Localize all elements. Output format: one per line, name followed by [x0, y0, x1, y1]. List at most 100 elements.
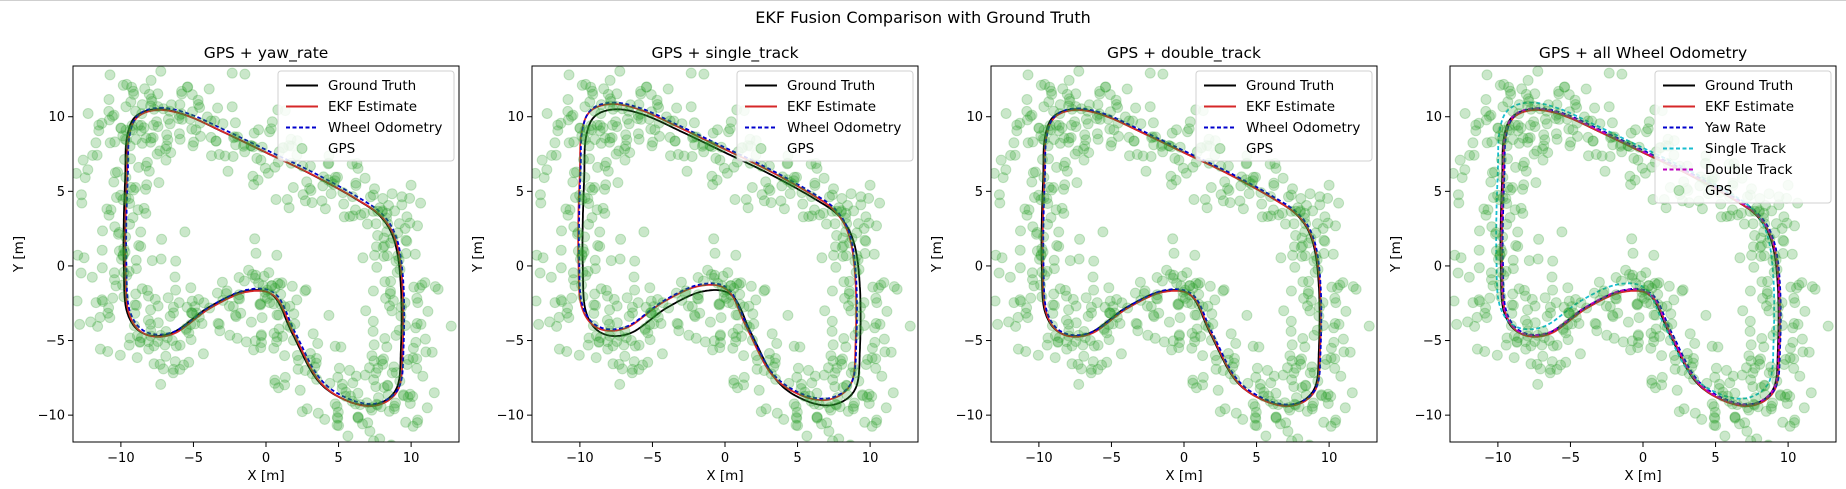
gps-point	[588, 299, 600, 311]
gps-point	[90, 137, 102, 149]
gps-point	[1525, 340, 1537, 352]
gps-point	[169, 356, 181, 368]
gps-point	[1027, 274, 1038, 286]
gps-point	[224, 329, 236, 341]
gps-point	[117, 194, 129, 206]
gps-point	[213, 318, 225, 330]
gps-point	[571, 166, 582, 178]
gps-point	[1491, 349, 1503, 361]
gps-point	[563, 312, 575, 324]
gps-point	[1529, 121, 1541, 133]
gps-point	[1745, 435, 1757, 442]
gps-point	[1796, 277, 1808, 289]
gps-point	[370, 367, 382, 379]
gps-point	[1488, 192, 1499, 203]
gps-point	[1570, 294, 1582, 305]
gps-point	[1724, 377, 1736, 389]
gps-point	[1747, 367, 1759, 379]
gps-point	[1642, 123, 1654, 135]
gps-point	[376, 205, 388, 217]
gps-point	[335, 341, 347, 353]
gps-point	[1536, 339, 1548, 351]
gps-point	[614, 378, 626, 390]
gps-point	[352, 411, 364, 423]
gps-point	[1283, 402, 1295, 414]
gps-point	[840, 226, 852, 238]
gps-point	[374, 202, 386, 214]
gps-point	[1180, 167, 1192, 179]
gps-point	[707, 127, 719, 139]
gps-point	[429, 281, 441, 293]
gps-point	[126, 81, 138, 93]
gps-point	[1041, 193, 1053, 205]
gps-point	[1175, 280, 1187, 292]
gps-point	[1751, 433, 1763, 442]
gps-point	[532, 295, 542, 307]
gps-point	[254, 298, 266, 310]
gps-point	[643, 113, 655, 125]
gps-point	[1494, 130, 1506, 142]
plot-content	[1450, 66, 1834, 442]
gps-point	[1656, 371, 1668, 383]
gps-point	[1624, 170, 1636, 182]
gps-point	[1502, 181, 1514, 193]
gps-point	[563, 69, 575, 81]
gps-point	[273, 382, 284, 394]
gps-point	[1759, 380, 1771, 392]
gps-point	[167, 367, 179, 379]
gps-point	[1754, 241, 1766, 253]
gps-point	[1223, 185, 1235, 196]
gps-point	[620, 332, 632, 344]
gps-point	[562, 209, 574, 221]
gps-point	[1059, 156, 1071, 168]
gps-point	[86, 271, 98, 283]
gps-point	[85, 316, 97, 328]
series-line-wheel-odometry	[125, 106, 406, 405]
gps-point	[858, 297, 870, 309]
gps-point	[1709, 371, 1721, 383]
gps-point	[141, 179, 153, 191]
gps-point	[718, 291, 730, 303]
gps-point	[259, 286, 271, 298]
gps-point	[407, 420, 419, 432]
gps-point	[97, 225, 108, 237]
gps-point	[187, 106, 198, 118]
gps-point	[445, 320, 457, 332]
gps-point	[633, 339, 645, 351]
gps-point	[838, 240, 849, 252]
gps-point	[1748, 261, 1760, 273]
gps-point	[735, 277, 747, 289]
gps-point	[1571, 117, 1583, 129]
gps-point	[646, 106, 657, 118]
gps-point	[1212, 384, 1224, 396]
gps-point	[727, 342, 739, 354]
gps-point	[417, 370, 429, 382]
gps-point	[538, 172, 550, 184]
gps-point	[1497, 171, 1509, 183]
gps-point	[1640, 267, 1652, 279]
y-tick-label: 0	[57, 259, 65, 274]
gps-point	[637, 359, 649, 371]
gps-point	[160, 326, 172, 337]
gps-point	[541, 164, 553, 176]
gps-point	[359, 369, 371, 381]
gps-point	[1008, 137, 1020, 149]
gps-point	[165, 99, 177, 111]
gps-point	[711, 174, 723, 186]
gps-point	[1306, 403, 1318, 415]
x-tick-label: 5	[1711, 451, 1719, 466]
gps-point	[535, 197, 547, 209]
gps-point	[1222, 348, 1234, 359]
gps-point	[1643, 289, 1655, 301]
gps-point	[1288, 218, 1300, 230]
gps-point	[875, 279, 887, 291]
gps-point	[1182, 126, 1193, 138]
gps-point	[93, 119, 105, 131]
gps-point	[699, 336, 711, 348]
gps-point	[651, 99, 663, 110]
gps-point	[103, 114, 115, 126]
gps-point	[649, 124, 661, 136]
gps-point	[1451, 318, 1463, 330]
gps-point	[130, 105, 142, 117]
